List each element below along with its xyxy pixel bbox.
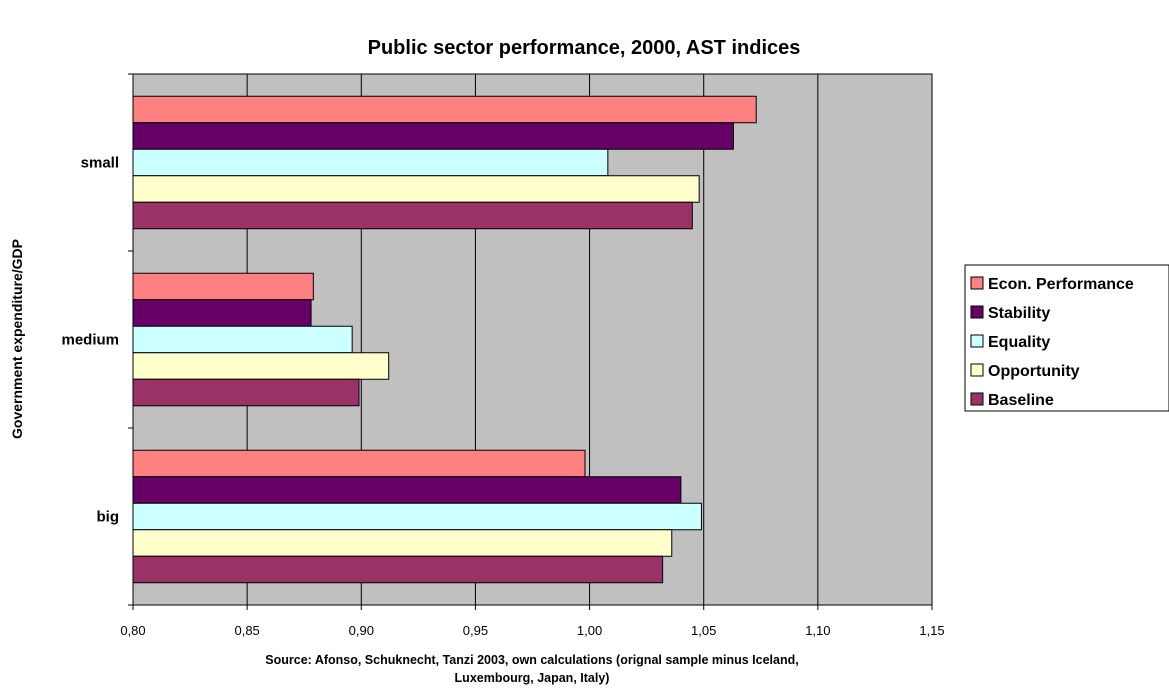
bar-small-opportunity <box>132 175 700 203</box>
bar-small-stability <box>132 122 734 150</box>
x-axis-title-line-1: Source: Afonso, Schuknecht, Tanzi 2003, … <box>265 653 798 667</box>
legend-swatch-opportunity <box>970 363 984 377</box>
bar-medium-econ-performance <box>132 272 314 301</box>
legend-swatch-econ-performance <box>970 276 984 290</box>
category-label-small: small <box>81 155 119 172</box>
legend-label-stability: Stability <box>988 305 1050 322</box>
legend-swatch-equality <box>970 334 984 348</box>
bars <box>132 95 757 584</box>
category-label-big: big <box>97 509 120 526</box>
legend-label-equality: Equality <box>988 334 1050 351</box>
bar-small-baseline <box>132 201 693 230</box>
bar-small-equality <box>132 148 609 177</box>
x-tick-label: 1,15 <box>919 623 944 638</box>
x-tick-label: 1,00 <box>577 623 602 638</box>
bar-medium-opportunity <box>132 352 390 380</box>
legend-label-opportunity: Opportunity <box>988 363 1080 380</box>
x-tick-label: 0,95 <box>463 623 488 638</box>
bar-big-econ-performance <box>132 449 586 478</box>
legend-label-baseline: Baseline <box>988 392 1054 409</box>
category-labels: small medium big <box>61 155 119 526</box>
bar-big-opportunity <box>132 529 673 557</box>
bar-big-baseline <box>132 555 664 584</box>
bar-medium-stability <box>132 299 312 327</box>
legend-box <box>964 264 1169 412</box>
bar-medium-baseline <box>132 378 360 407</box>
bar-small-econ-performance <box>132 95 757 124</box>
x-tick-label: 0,90 <box>349 623 374 638</box>
category-label-medium: medium <box>61 332 119 349</box>
axes <box>128 73 933 610</box>
y-axis-title: Government expenditure/GDP <box>9 239 25 439</box>
bar-big-equality <box>132 502 702 531</box>
legend-label-econ-performance: Econ. Performance <box>988 276 1134 293</box>
legend: Econ. Performance Stability Equality Opport… <box>964 264 1169 412</box>
legend-swatch-baseline <box>970 392 984 406</box>
x-tick-labels: 0,80 0,85 0,90 0,95 1,00 1,05 1,10 1,15 <box>120 623 944 638</box>
legend-swatch-stability <box>970 305 984 319</box>
chart-title: Public sector performance, 2000, AST ind… <box>368 37 801 59</box>
x-tick-label: 1,10 <box>805 623 830 638</box>
x-tick-label: 1,05 <box>691 623 716 638</box>
bar-big-stability <box>132 476 682 504</box>
bar-medium-equality <box>132 325 353 354</box>
x-axis-title-line-2: Luxembourg, Japan, Italy) <box>455 671 610 685</box>
x-tick-label: 0,80 <box>120 623 145 638</box>
x-tick-label: 0,85 <box>234 623 259 638</box>
